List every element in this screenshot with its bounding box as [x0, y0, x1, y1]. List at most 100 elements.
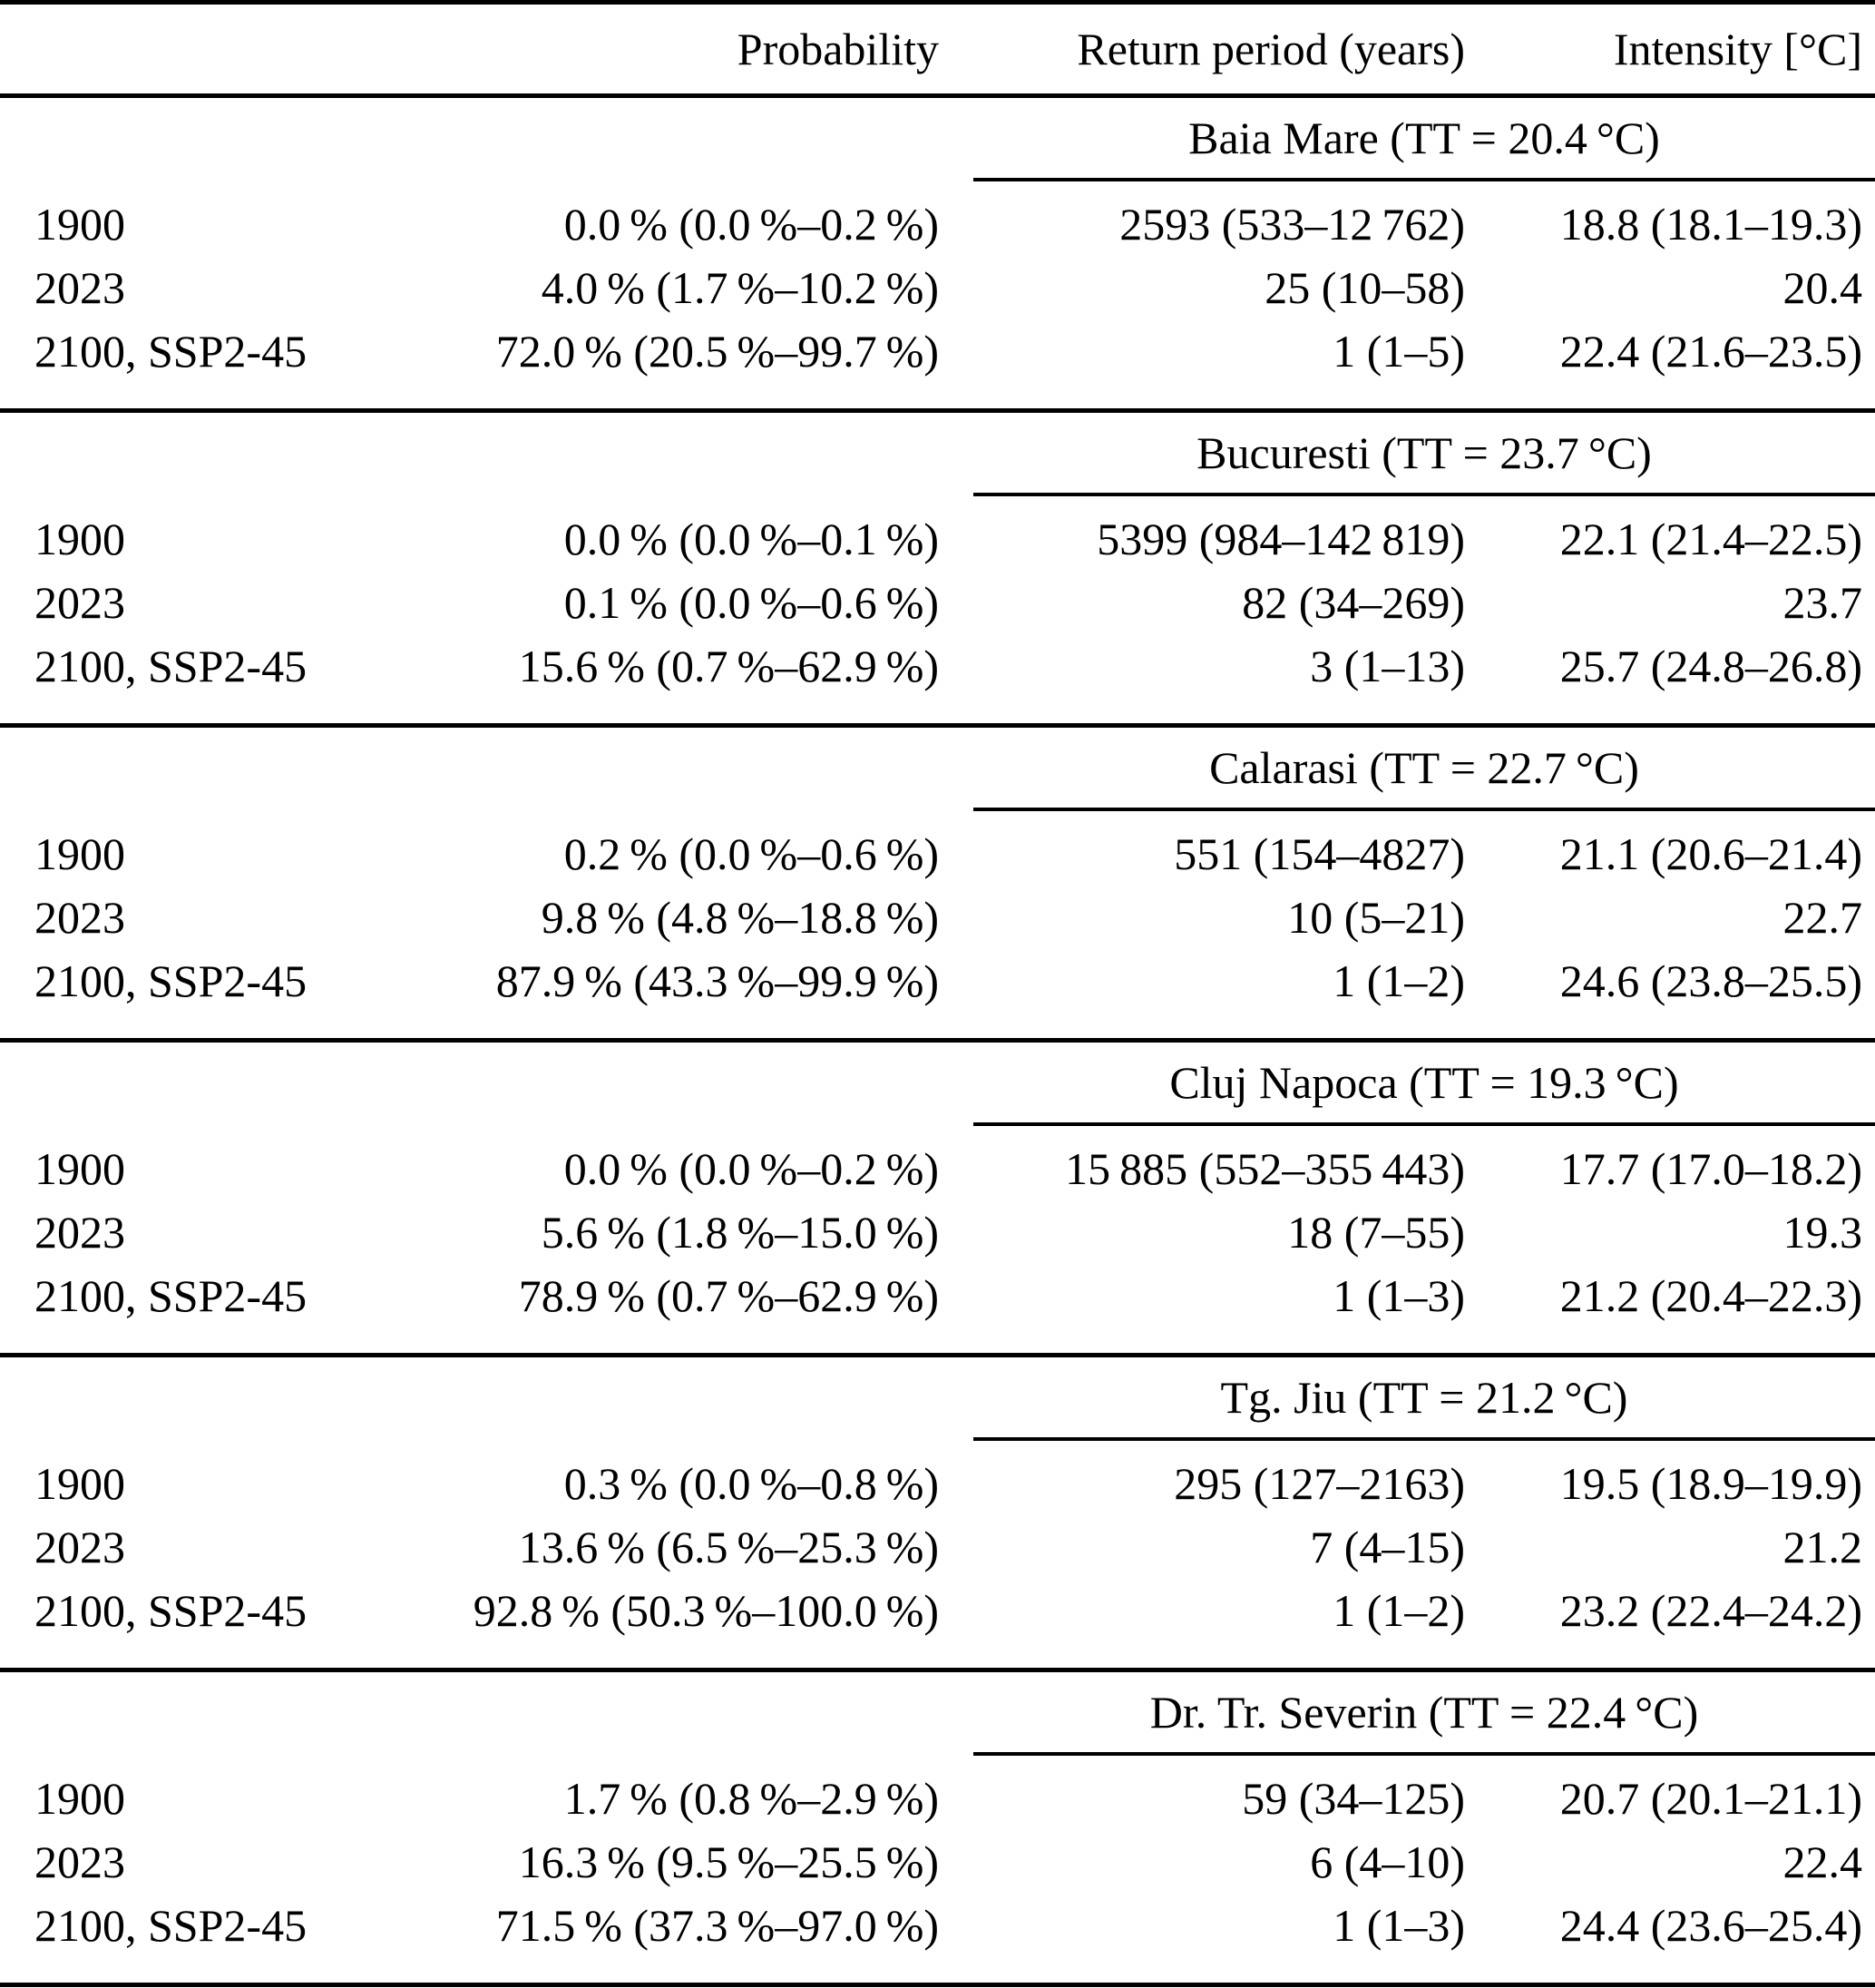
intensity-cell: 21.2 (20.4–22.3) — [1559, 1270, 1862, 1321]
table-row: 2023 5.6 % (1.8 %–15.0 %) 18 (7–55) 19.3 — [0, 1200, 1875, 1264]
city-rule-row — [0, 178, 1875, 181]
city-rule-row — [0, 493, 1875, 496]
city-header: Baia Mare (TT = 20.4 °C) — [1188, 113, 1660, 163]
city-section-baia-mare: Baia Mare (TT = 20.4 °C) 1900 0.0 % (0.0… — [0, 98, 1875, 413]
table-row: 2100, SSP2-45 78.9 % (0.7 %–62.9 %) 1 (1… — [0, 1264, 1875, 1327]
city-header-row: Dr. Tr. Severin (TT = 22.4 °C) — [0, 1672, 1875, 1752]
city-section-bucuresti: Bucuresti (TT = 23.7 °C) 1900 0.0 % (0.0… — [0, 413, 1875, 728]
city-partial-rule — [973, 1437, 1875, 1441]
probability-cell: 0.0 % (0.0 %–0.2 %) — [563, 1143, 939, 1194]
city-header: Bucuresti (TT = 23.7 °C) — [1196, 427, 1652, 478]
table-row: 1900 0.0 % (0.0 %–0.2 %) 15 885 (552–355… — [0, 1137, 1875, 1200]
probability-cell: 78.9 % (0.7 %–62.9 %) — [518, 1270, 939, 1321]
column-header-probability: Probability — [737, 24, 939, 74]
probability-cell: 13.6 % (6.5 %–25.3 %) — [518, 1522, 939, 1572]
section-separator-rule — [0, 408, 1875, 413]
intensity-cell: 24.4 (23.6–25.4) — [1559, 1900, 1862, 1951]
table-row: 1900 0.0 % (0.0 %–0.1 %) 5399 (984–142 8… — [0, 507, 1875, 571]
return-period-cell: 10 (5–21) — [1287, 892, 1465, 943]
return-period-cell: 15 885 (552–355 443) — [1065, 1143, 1465, 1194]
section-separator-rule — [0, 723, 1875, 728]
return-period-cell: 1 (1–3) — [1333, 1270, 1465, 1321]
city-header-row: Cluj Napoca (TT = 19.3 °C) — [0, 1043, 1875, 1122]
probability-cell: 92.8 % (50.3 %–100.0 %) — [473, 1585, 939, 1636]
city-header-row: Baia Mare (TT = 20.4 °C) — [0, 98, 1875, 178]
row-label: 2023 — [34, 892, 125, 943]
section-separator-rule — [0, 1038, 1875, 1043]
row-label: 1900 — [34, 1458, 125, 1509]
table-row: 2100, SSP2-45 72.0 % (20.5 %–99.7 %) 1 (… — [0, 319, 1875, 383]
row-label: 2100, SSP2-45 — [34, 641, 308, 691]
table-row: 2023 13.6 % (6.5 %–25.3 %) 7 (4–15) 21.2 — [0, 1515, 1875, 1579]
table-row: 1900 1.7 % (0.8 %–2.9 %) 59 (34–125) 20.… — [0, 1767, 1875, 1830]
row-label: 1900 — [34, 828, 125, 879]
probability-cell: 1.7 % (0.8 %–2.9 %) — [563, 1773, 939, 1824]
table-row: 2100, SSP2-45 15.6 % (0.7 %–62.9 %) 3 (1… — [0, 634, 1875, 698]
intensity-cell: 20.4 — [1782, 262, 1863, 313]
intensity-cell: 18.8 (18.1–19.3) — [1559, 199, 1862, 250]
city-partial-rule — [973, 808, 1875, 811]
probability-cell: 0.1 % (0.0 %–0.6 %) — [563, 577, 939, 628]
return-period-cell: 3 (1–13) — [1310, 641, 1465, 691]
city-header-row: Tg. Jiu (TT = 21.2 °C) — [0, 1357, 1875, 1437]
city-header: Calarasi (TT = 22.7 °C) — [1209, 742, 1639, 793]
section-separator-rule — [0, 1668, 1875, 1672]
table-bottom-rule — [0, 1983, 1875, 1987]
row-label: 2100, SSP2-45 — [34, 955, 308, 1006]
intensity-cell: 22.1 (21.4–22.5) — [1559, 514, 1862, 564]
probability-cell: 71.5 % (37.3 %–97.0 %) — [495, 1900, 939, 1951]
table-row: 2023 9.8 % (4.8 %–18.8 %) 10 (5–21) 22.7 — [0, 886, 1875, 949]
row-label: 1900 — [34, 514, 125, 564]
probability-cell: 0.3 % (0.0 %–0.8 %) — [563, 1458, 939, 1509]
city-header: Cluj Napoca (TT = 19.3 °C) — [1169, 1057, 1679, 1108]
intensity-cell: 24.6 (23.8–25.5) — [1559, 955, 1862, 1006]
return-period-cell: 1 (1–2) — [1333, 1585, 1465, 1636]
row-label: 2023 — [34, 1522, 125, 1572]
row-label: 2100, SSP2-45 — [34, 1270, 308, 1321]
city-partial-rule — [973, 1122, 1875, 1126]
city-rule-row — [0, 1752, 1875, 1756]
row-label: 2023 — [34, 262, 125, 313]
return-period-cell: 1 (1–3) — [1333, 1900, 1465, 1951]
probability-cell: 9.8 % (4.8 %–18.8 %) — [541, 892, 939, 943]
section-separator-rule — [0, 1353, 1875, 1357]
column-header-intensity: Intensity [°C] — [1613, 24, 1862, 74]
return-period-cell: 6 (4–10) — [1310, 1836, 1465, 1887]
probability-cell: 15.6 % (0.7 %–62.9 %) — [518, 641, 939, 691]
intensity-cell: 19.5 (18.9–19.9) — [1559, 1458, 1862, 1509]
row-label: 2100, SSP2-45 — [34, 1900, 308, 1951]
table-row: 2100, SSP2-45 71.5 % (37.3 %–97.0 %) 1 (… — [0, 1894, 1875, 1957]
table-row: 2023 4.0 % (1.7 %–10.2 %) 25 (10–58) 20.… — [0, 256, 1875, 319]
return-period-cell: 25 (10–58) — [1265, 262, 1465, 313]
table-top-rule — [0, 0, 1875, 5]
return-period-cell: 2593 (533–12 762) — [1119, 199, 1465, 250]
return-period-cell: 7 (4–15) — [1310, 1522, 1465, 1572]
return-period-cell: 1 (1–2) — [1333, 955, 1465, 1006]
row-label: 2023 — [34, 577, 125, 628]
probability-cell: 0.0 % (0.0 %–0.1 %) — [563, 514, 939, 564]
city-section-cluj-napoca: Cluj Napoca (TT = 19.3 °C) 1900 0.0 % (0… — [0, 1043, 1875, 1357]
row-label: 2023 — [34, 1836, 125, 1887]
return-period-cell: 5399 (984–142 819) — [1097, 514, 1465, 564]
row-label: 1900 — [34, 199, 125, 250]
intensity-cell: 19.3 — [1782, 1207, 1863, 1258]
row-label: 1900 — [34, 1773, 125, 1824]
probability-cell: 0.2 % (0.0 %–0.6 %) — [563, 828, 939, 879]
row-label: 2100, SSP2-45 — [34, 326, 308, 377]
table-row: 2023 0.1 % (0.0 %–0.6 %) 82 (34–269) 23.… — [0, 571, 1875, 634]
table-row: 1900 0.3 % (0.0 %–0.8 %) 295 (127–2163) … — [0, 1452, 1875, 1515]
city-section-calarasi: Calarasi (TT = 22.7 °C) 1900 0.2 % (0.0 … — [0, 728, 1875, 1043]
city-section-dr-tr-severin: Dr. Tr. Severin (TT = 22.4 °C) 1900 1.7 … — [0, 1672, 1875, 1987]
table-row: 1900 0.0 % (0.0 %–0.2 %) 2593 (533–12 76… — [0, 192, 1875, 256]
city-partial-rule — [973, 1752, 1875, 1756]
row-label: 1900 — [34, 1143, 125, 1194]
city-section-tg-jiu: Tg. Jiu (TT = 21.2 °C) 1900 0.3 % (0.0 %… — [0, 1357, 1875, 1672]
intensity-cell: 17.7 (17.0–18.2) — [1559, 1143, 1862, 1194]
table-row: 2100, SSP2-45 92.8 % (50.3 %–100.0 %) 1 … — [0, 1579, 1875, 1642]
row-label: 2023 — [34, 1207, 125, 1258]
city-header-row: Calarasi (TT = 22.7 °C) — [0, 728, 1875, 808]
probability-cell: 72.0 % (20.5 %–99.7 %) — [495, 326, 939, 377]
intensity-cell: 21.1 (20.6–21.4) — [1559, 828, 1862, 879]
intensity-cell: 23.7 — [1782, 577, 1863, 628]
